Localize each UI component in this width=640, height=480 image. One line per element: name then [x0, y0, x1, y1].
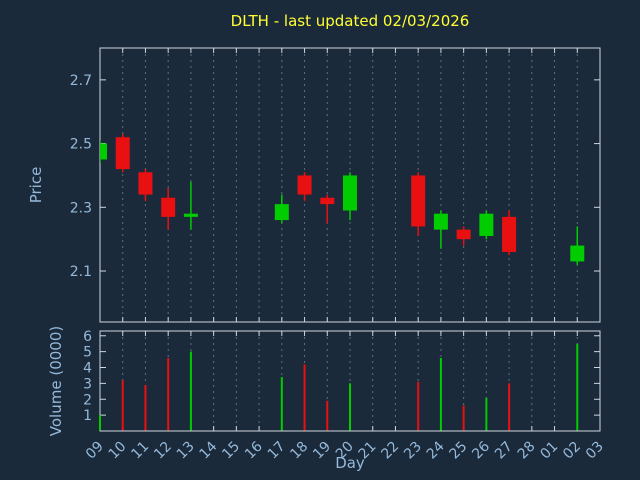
x-axis-label: Day	[335, 454, 365, 472]
candle-body-13	[183, 213, 198, 217]
price-tick-label: 2.3	[70, 200, 92, 216]
candle-body-17	[274, 204, 289, 221]
candle-body-12	[161, 197, 176, 217]
price-axis-label: Price	[27, 166, 45, 204]
volume-tick-label: 3	[83, 376, 92, 392]
price-tick-label: 2.1	[70, 264, 92, 280]
candle-body-24	[433, 213, 448, 230]
volume-tick-label: 2	[83, 392, 92, 408]
candle-body-09	[100, 143, 107, 160]
volume-tick-label: 1	[83, 408, 92, 424]
volume-axis-label: Volume (0000)	[47, 325, 65, 437]
candle-body-23	[411, 175, 426, 227]
grid	[99, 48, 601, 431]
volume-bars	[99, 343, 579, 431]
candle-body-02	[570, 245, 585, 262]
candle-body-18	[297, 175, 312, 195]
candle-body-25	[456, 229, 471, 240]
volume-tick-label: 6	[83, 329, 92, 345]
volume-tick-label: 5	[83, 345, 92, 361]
volume-tick-label: 4	[83, 361, 92, 377]
chart-title: DLTH - last updated 02/03/2026	[230, 12, 470, 30]
candle-body-27	[502, 216, 517, 252]
candle-body-19	[320, 197, 335, 205]
price-tick-label: 2.7	[70, 73, 92, 89]
candles	[100, 134, 585, 265]
candle-body-11	[138, 172, 153, 195]
candle-body-10	[115, 137, 130, 170]
price-tick-label: 2.5	[70, 137, 92, 153]
candle-body-20	[343, 175, 357, 211]
candle-body-26	[479, 213, 494, 236]
